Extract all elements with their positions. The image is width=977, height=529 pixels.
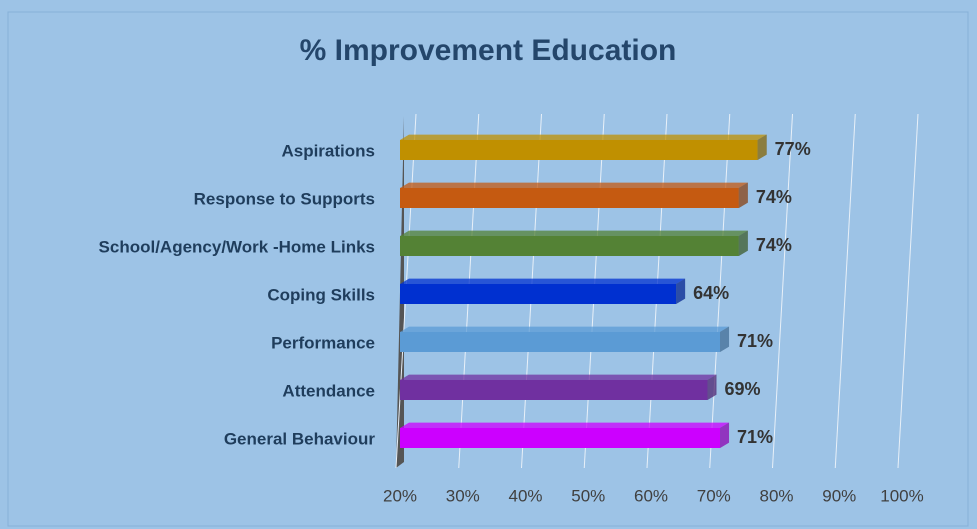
category-label: Aspirations [281,141,375,160]
data-label: 71% [737,331,773,351]
bar-face [400,380,708,400]
category-label: General Behaviour [224,429,376,448]
chart-title: % Improvement Education [300,34,677,67]
x-tick-label: 60% [634,486,668,505]
x-tick-label: 90% [822,486,856,505]
bar-face [720,422,730,448]
data-label: 74% [756,187,792,207]
data-label: 69% [724,379,760,399]
x-tick-label: 70% [697,486,731,505]
data-label: 64% [693,283,729,303]
x-tick-label: 20% [383,486,417,505]
data-label: 77% [775,139,811,159]
category-label: Performance [271,333,375,352]
bar [400,278,686,304]
x-tick-label: 80% [759,486,793,505]
bar-face [400,188,739,208]
bar-face [757,134,767,160]
bar-face [400,332,721,352]
category-label: School/Agency/Work -Home Links [99,237,375,256]
bar [400,326,730,352]
category-label: Response to Supports [194,189,375,208]
bar-face [400,422,730,428]
bar-face [400,428,721,448]
bar-face [676,278,686,304]
bar [400,422,730,448]
bar-face [400,182,748,188]
bar-face [738,230,748,256]
bar-face [400,140,758,160]
bar [400,182,748,208]
bar-face [707,374,717,400]
category-label: Attendance [282,381,375,400]
bar-face [720,326,730,352]
data-label: 71% [737,427,773,447]
x-tick-label: 50% [571,486,605,505]
x-tick-label: 30% [446,486,480,505]
bar-face [400,284,677,304]
bar-face [400,374,717,380]
bar [400,374,717,400]
bar-face [400,134,767,140]
grid-line [834,113,856,469]
bar [400,134,767,160]
category-label: Coping Skills [267,285,375,304]
bar-face [400,278,686,284]
chart-frame [7,11,969,527]
grid-line [709,113,731,469]
bar-face [400,236,739,256]
bar [400,230,748,256]
bar-face [738,182,748,208]
bar-face [400,230,748,236]
grid-line [897,113,919,469]
grid-line [772,113,793,469]
data-label: 74% [756,235,792,255]
x-tick-label: 40% [508,486,542,505]
bar-face [400,326,730,332]
x-tick-label: 100% [880,486,923,505]
